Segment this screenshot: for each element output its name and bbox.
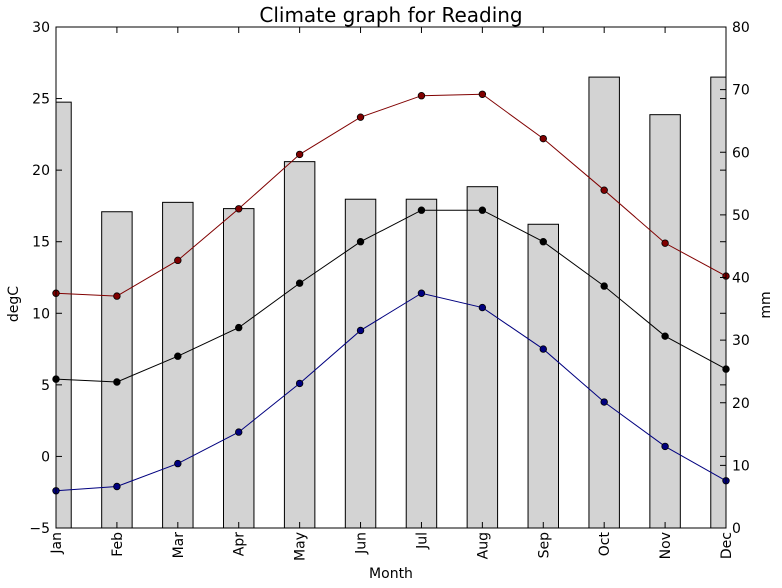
x-tick-label: Dec [719,532,735,559]
bar-sep [527,223,560,528]
point-min-jun [356,326,365,335]
point-min-nov [661,442,669,451]
line-max [55,93,727,297]
x-tick-label: Jun [354,532,370,555]
left-tick-label: 0 [41,449,50,465]
point-min-mar [174,459,182,468]
x-tick-label: Mar [171,532,187,559]
left-tick-label: −5 [29,521,50,537]
point-mean-apr [235,323,243,332]
point-min-jul [417,289,426,297]
point-max-may [295,150,304,159]
right-tick-label: 70 [732,83,750,99]
point-mean-jun [356,238,365,246]
bar-jul [405,198,438,528]
bar-jun [344,198,377,528]
x-tick-label: Sep [536,532,552,559]
right-tick-label: 40 [732,271,750,287]
point-mean-may [295,279,304,287]
right-tick-label: 30 [732,333,750,349]
left-tick-label: 10 [32,306,50,322]
point-max-jul [417,92,426,100]
point-max-mar [174,256,182,265]
point-max-apr [235,205,243,213]
line-mean [55,209,727,383]
point-min-may [295,379,304,388]
x-tick-label: Jan [49,532,65,555]
plot-frame [55,26,727,529]
left-tick-label: 15 [32,235,50,251]
bar-oct [588,76,620,528]
point-max-nov [661,239,669,247]
left-tick-label: 30 [32,20,50,36]
point-mean-aug [478,206,487,214]
bar-feb [101,211,133,528]
point-min-oct [600,398,608,406]
right-tick-label: 60 [732,145,750,161]
bar-apr [223,208,255,528]
point-max-feb [113,292,121,300]
x-tick-label: Aug [475,532,491,559]
point-min-apr [235,428,243,436]
left-tick-label: 25 [32,92,50,108]
left-tick-label: 5 [41,378,50,394]
point-min-sep [539,345,547,353]
x-axis-label: Month [369,566,413,582]
line-min [55,292,727,492]
x-tick-label: Apr [232,532,248,556]
left-y-axis: −5 0 5 10 15 20 25 30 [29,20,726,537]
bar-may [283,161,316,528]
bar-nov [649,114,681,528]
right-tick-label: 80 [732,20,750,36]
x-axis: Jan Feb Mar Apr May Jun Jul Aug Sep Oct Nov Dec [49,27,735,561]
chart-title: Climate graph for Reading [259,3,522,27]
point-mean-nov [661,332,669,340]
right-tick-label: 0 [732,521,741,537]
precipitation-bars [56,76,726,528]
right-tick-label: 20 [732,396,750,412]
x-tick-label: Oct [597,532,613,557]
right-y-axis: 0 10 20 30 40 50 60 70 80 [720,20,750,537]
point-mean-oct [600,282,608,290]
x-tick-label: Feb [110,532,126,557]
bar-aug [466,186,499,528]
point-max-aug [478,90,487,98]
point-max-jun [356,113,365,121]
point-mean-sep [539,238,547,246]
x-tick-label: Jul [414,532,430,550]
right-tick-label: 50 [732,208,750,224]
point-mean-mar [174,352,182,360]
left-tick-label: 20 [32,163,50,179]
temperature-lines [52,90,730,495]
left-y-axis-label: degC [6,286,22,322]
x-tick-label: May [293,532,309,561]
point-max-sep [539,134,547,143]
point-min-feb [113,482,121,491]
right-tick-label: 10 [732,458,750,474]
point-min-aug [478,303,487,312]
right-y-axis-label: mm [758,291,774,318]
point-mean-jul [417,206,426,214]
x-tick-label: Nov [658,532,674,559]
point-mean-feb [113,378,121,386]
point-max-oct [600,186,608,194]
